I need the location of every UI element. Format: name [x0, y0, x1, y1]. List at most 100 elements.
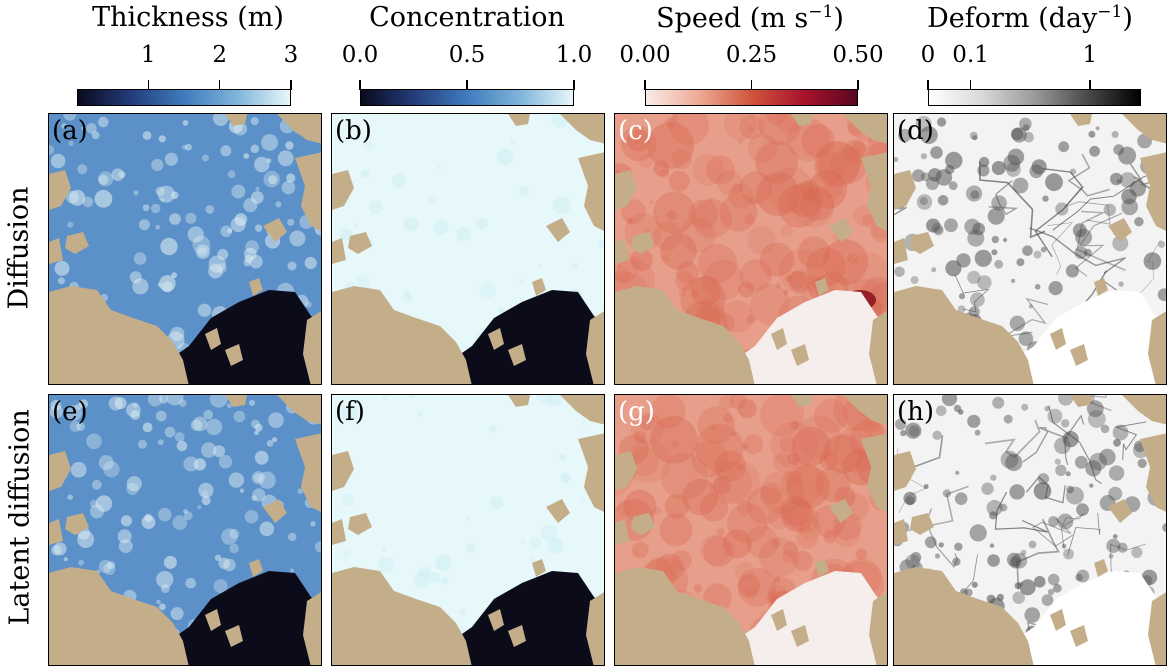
ice-texture-blob: [919, 197, 928, 206]
land-mask: [249, 278, 263, 296]
ice-texture-blob: [155, 410, 167, 422]
ice-texture-blob: [223, 558, 236, 572]
land-mask: [225, 625, 243, 647]
ice-texture-blob: [459, 609, 466, 616]
ice-texture-blob: [103, 461, 120, 478]
ice-texture-blob: [977, 275, 992, 290]
ice-texture-blob: [671, 440, 680, 448]
ice-texture-blob: [1052, 583, 1062, 593]
ice-texture-blob: [243, 153, 250, 159]
deformation-streak: [984, 419, 1041, 459]
ice-texture-blob: [159, 603, 166, 611]
land-mask: [791, 114, 813, 126]
deformation-streak: [1067, 153, 1110, 197]
ice-texture-blob: [737, 574, 761, 597]
ice-texture-blob: [782, 541, 799, 557]
ice-texture-blob: [545, 395, 563, 407]
ice-texture-blob: [78, 399, 89, 409]
ice-texture-blob: [287, 261, 297, 271]
deformation-streak: [1067, 512, 1101, 556]
ice-texture-blob: [1112, 534, 1118, 539]
deformation-streak: [1032, 518, 1073, 547]
ice-texture-blob: [1157, 288, 1166, 301]
ice-texture-blob: [297, 488, 304, 494]
colorbar-tick-label: 0.00: [619, 42, 671, 68]
ice-texture-blob: [616, 500, 633, 517]
land-mask: [1070, 395, 1092, 407]
ice-texture-blob: [916, 194, 933, 210]
land-mask: [910, 513, 934, 535]
ice-texture-blob: [1044, 405, 1050, 412]
ice-texture-blob: [203, 409, 213, 420]
ice-texture-blob: [509, 138, 517, 145]
colorbar-tick: [359, 80, 361, 90]
ice-texture-blob: [529, 557, 535, 563]
ice-texture-blob: [841, 277, 851, 287]
ice-texture-blob: [53, 542, 67, 556]
colorbar-tick-label: 0.25: [725, 42, 778, 68]
land-mask: [332, 519, 346, 545]
ice-texture-blob: [1054, 437, 1071, 454]
ice-texture-blob: [92, 479, 102, 490]
land-mask: [295, 152, 321, 231]
ice-texture-blob: [272, 437, 278, 443]
ice-texture-blob: [650, 416, 698, 464]
colorbar-thickness: [77, 89, 291, 106]
ice-texture-blob: [798, 517, 822, 540]
ice-texture-blob: [791, 426, 831, 467]
ice-texture-blob: [1040, 246, 1047, 253]
colorbar-tick-label: 1: [140, 42, 156, 68]
colorbar-tick: [644, 80, 646, 90]
ice-texture-blob: [716, 460, 761, 505]
ice-texture-blob: [847, 252, 887, 296]
ice-texture-blob: [341, 404, 359, 421]
ice-texture-blob: [174, 432, 185, 442]
land-mask: [546, 499, 570, 523]
ice-texture-blob: [155, 186, 165, 196]
ice-texture-blob: [669, 114, 709, 146]
land-mask: [843, 114, 887, 144]
ice-texture-blob: [1061, 543, 1067, 549]
ice-texture-blob: [945, 260, 962, 277]
ice-texture-blob: [157, 282, 163, 288]
ice-texture-blob: [66, 190, 79, 204]
ice-texture-blob: [192, 235, 211, 254]
ice-texture-blob: [201, 490, 209, 498]
ice-texture-blob: [190, 419, 203, 431]
panel-label-d: (d): [897, 116, 934, 146]
ice-texture-blob: [1005, 453, 1023, 472]
ice-texture-blob: [156, 599, 161, 605]
ice-texture-blob: [160, 197, 165, 202]
ice-texture-blob: [905, 422, 922, 439]
ice-texture-blob: [1112, 235, 1129, 252]
ice-texture-blob: [1024, 607, 1040, 623]
ice-texture-blob: [171, 272, 178, 279]
land-mask: [205, 328, 221, 350]
ice-texture-blob: [1089, 145, 1100, 157]
ice-texture-blob: [781, 499, 814, 532]
land-mask: [1108, 499, 1132, 523]
ice-texture-blob: [1108, 465, 1125, 481]
ice-texture-blob: [823, 434, 862, 474]
ice-texture-blob: [791, 458, 799, 466]
ice-texture-blob: [707, 197, 714, 203]
ice-texture-blob: [765, 273, 770, 278]
land-mask: [894, 567, 1034, 665]
land-mask: [1122, 114, 1166, 144]
ice-texture-blob: [747, 314, 756, 324]
ice-texture-blob: [708, 460, 752, 505]
ice-texture-blob: [218, 455, 233, 469]
land-mask: [1070, 625, 1088, 647]
ice-texture-blob: [197, 505, 202, 510]
ice-texture-blob: [185, 577, 196, 589]
ice-texture-blob: [1007, 148, 1025, 166]
ice-texture-blob: [1119, 172, 1136, 188]
ice-texture-blob: [218, 557, 230, 569]
ice-texture-blob: [51, 545, 62, 556]
ice-texture-blob: [759, 537, 800, 578]
ice-texture-blob: [768, 167, 814, 214]
panel-label-a: (a): [52, 116, 88, 146]
colorbar-tick-label: 0: [920, 42, 936, 68]
ice-texture-blob: [253, 473, 263, 483]
ice-texture-blob: [1108, 486, 1123, 501]
